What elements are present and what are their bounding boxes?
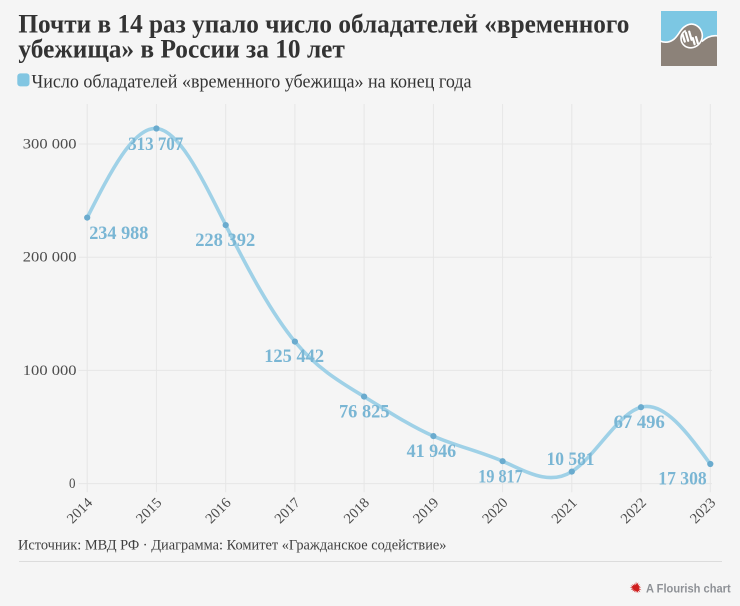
svg-text:Почти в 14 раз упало число обл: Почти в 14 раз упало число обладателей «… (18, 10, 629, 39)
svg-text:76 825: 76 825 (339, 402, 390, 423)
svg-text:100 000: 100 000 (23, 363, 77, 379)
svg-text:234 988: 234 988 (89, 223, 148, 244)
svg-text:41 946: 41 946 (407, 441, 457, 462)
svg-text:0: 0 (69, 476, 76, 492)
svg-text:200 000: 200 000 (23, 250, 77, 266)
svg-text:125 442: 125 442 (264, 346, 324, 367)
svg-text:19 817: 19 817 (478, 466, 523, 487)
svg-text:228 392: 228 392 (195, 230, 255, 251)
svg-text:17 308: 17 308 (658, 469, 706, 490)
svg-text:Источник: МВД РФ · Диаграмма:: Источник: МВД РФ · Диаграмма: Комитет «Г… (18, 537, 447, 553)
svg-text:67 496: 67 496 (614, 412, 665, 433)
svg-text:313 707: 313 707 (128, 134, 184, 155)
svg-text:A Flourish chart: A Flourish chart (646, 581, 731, 595)
svg-text:300 000: 300 000 (23, 136, 77, 152)
svg-text:10 581: 10 581 (547, 449, 595, 470)
svg-text:Число обладателей «временного: Число обладателей «временного убежища» н… (32, 71, 473, 92)
svg-text:убежища» в России за 10 лет: убежища» в России за 10 лет (18, 35, 345, 64)
